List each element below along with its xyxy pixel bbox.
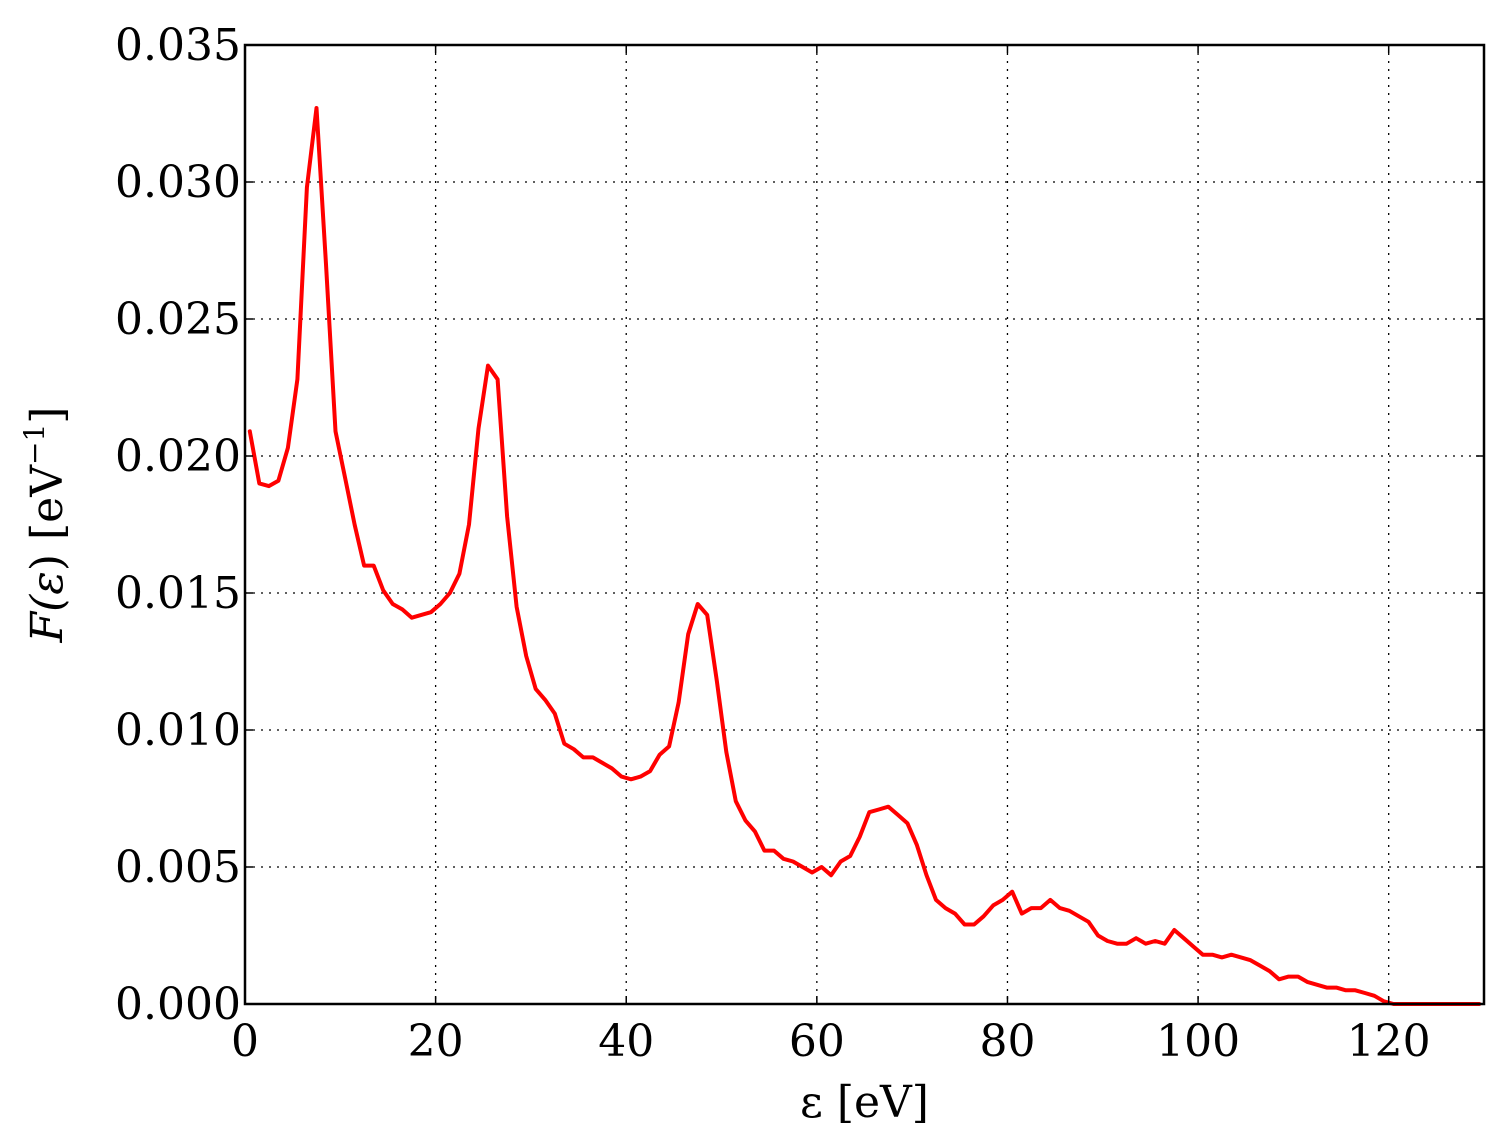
y-label-sup: −1 [18, 424, 51, 465]
y-label-suffix: ) [eV [22, 464, 73, 571]
y-label-prefix: F( [22, 594, 73, 644]
y-tick-label: 0.010 [115, 705, 241, 756]
series-line [247, 106, 1482, 1006]
y-tick-labels: 0.000 0.005 0.010 0.015 0.020 0.025 0.030 0.035 [115, 20, 241, 1030]
plot-frame [243, 43, 1486, 1006]
y-tick-label: 0.030 [115, 157, 241, 208]
x-tick-labels: 0 20 40 60 80 100 120 [231, 1016, 1431, 1067]
tick-marks [244, 44, 1484, 1005]
y-tick-label: 0.020 [115, 431, 241, 482]
y-axis-label: F(ε) [eV−1] [18, 407, 73, 644]
x-tick-label: 80 [979, 1016, 1035, 1067]
y-tick-label: 0.025 [115, 294, 241, 345]
grid-lines [245, 45, 1484, 1004]
series-layer [247, 106, 1482, 1006]
y-tick-label: 0.000 [115, 979, 241, 1030]
y-tick-label: 0.005 [115, 842, 241, 893]
x-tick-label: 120 [1347, 1016, 1431, 1067]
x-axis-label: ε [eV] [800, 1077, 929, 1128]
x-tick-label: 100 [1156, 1016, 1240, 1067]
x-tick-label: 40 [598, 1016, 654, 1067]
y-label-symbol: ε [22, 571, 73, 595]
y-label-end: ] [22, 407, 73, 424]
x-tick-label: 20 [408, 1016, 464, 1067]
y-tick-label: 0.035 [115, 20, 241, 71]
x-tick-label: 60 [789, 1016, 845, 1067]
y-tick-label: 0.015 [115, 568, 241, 619]
x-tick-label: 0 [231, 1016, 259, 1067]
